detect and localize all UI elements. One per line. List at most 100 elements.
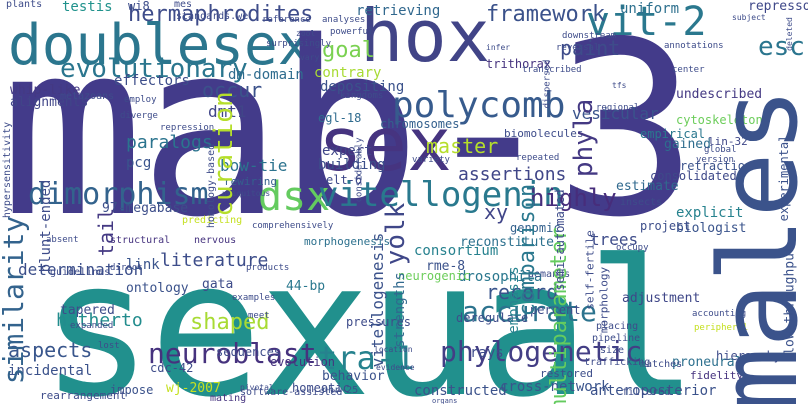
word-placing: placing <box>596 321 639 332</box>
word-variety: variety <box>412 155 450 165</box>
word-nhr-25: nhr-25 <box>322 385 359 396</box>
word-l1n-32: lin-32 <box>708 135 748 148</box>
word-morphogenesis: morphogenesis <box>304 235 391 248</box>
word-testis: testis <box>62 0 113 15</box>
word-shaped: shaped <box>190 310 270 335</box>
word-tapered: tapered <box>60 303 115 318</box>
word-location: location <box>374 345 413 354</box>
word-predicting: predicting <box>182 215 243 226</box>
word-center: center <box>672 65 705 75</box>
word-annotations: annotations <box>664 41 724 51</box>
word-rearrangement: rearrangement <box>40 389 127 402</box>
word-evidence: evidence <box>376 363 415 372</box>
word-proneural: proneural <box>672 355 743 370</box>
word-absent: absent <box>46 235 79 245</box>
word-behavior: behavior <box>322 369 385 384</box>
word-demands: demands <box>528 269 571 280</box>
word-alignments: alignments <box>10 95 89 110</box>
word-contrary: contrary <box>314 65 382 81</box>
word-blunt-ended: blunt-ended <box>38 179 54 273</box>
word-impose: impose <box>110 383 154 397</box>
word-structural: structural <box>110 235 171 246</box>
word-tail: tail <box>94 207 118 257</box>
word-record: record <box>486 280 559 304</box>
word-assertions: assertions <box>458 164 567 185</box>
word-repression: repression <box>160 123 215 133</box>
word-dm-domain: dm-domain <box>228 67 304 83</box>
word-surprisingly: surprisingly <box>266 39 332 49</box>
word-ontology: ontology <box>126 281 189 296</box>
word-vary: vary <box>300 53 320 62</box>
word-cross-network: cross-network <box>500 379 610 395</box>
word-rays: rays <box>470 345 504 361</box>
word-powerful: powerful <box>330 27 374 37</box>
word-semi-automated: semi-automated <box>553 189 567 291</box>
word-homeotic: homeotic <box>292 381 350 395</box>
word-strengths: strengths <box>392 272 408 348</box>
word-dispersed: dispersed <box>542 59 553 109</box>
word-pivotal: pivotal <box>240 383 274 392</box>
word-hox: hox <box>360 0 491 78</box>
word-diverge: diverge <box>120 111 158 121</box>
word-undescribed: undescribed <box>676 87 763 102</box>
word-wi8: wi8 <box>128 0 150 13</box>
word-evolution: evolution <box>270 355 336 369</box>
word-hierarchy: hierarchy <box>716 349 782 363</box>
word-peripheral: peripheral <box>694 323 749 333</box>
word-analyses: analyses <box>322 15 366 25</box>
word-xy: xy <box>484 200 509 224</box>
word-drosophila: drosophila <box>458 269 543 285</box>
word-determination: determination <box>18 260 144 279</box>
word-doublesex: doublesex <box>8 13 312 78</box>
word-adjustment: adjustment <box>622 291 701 306</box>
word-pipeline: pipeline <box>592 333 641 344</box>
word-retraction: retraction <box>680 159 753 173</box>
word-gained: gained <box>664 137 711 152</box>
word-trees: trees <box>590 230 639 249</box>
word-tfs: tfs <box>612 81 627 90</box>
word-neurogenic: neurogenic <box>398 269 471 283</box>
word-explicit: explicit <box>676 205 744 221</box>
word-esc: esc <box>758 32 805 62</box>
word-paralogs: paralogs <box>126 132 213 153</box>
word-gata: gata <box>202 277 234 292</box>
word-hitherto: hitherto <box>56 310 143 331</box>
word-products: products <box>246 263 290 273</box>
word-accounting: accounting <box>692 309 747 319</box>
word-vitellogenin: vitellogenin <box>318 175 564 215</box>
word-pressures: pressures <box>346 315 412 329</box>
word-expert: expert <box>322 143 373 159</box>
word-bow-tie: bow-tie <box>220 156 288 175</box>
word-biologist: biologist <box>676 221 747 236</box>
word-framework: framework <box>486 2 606 27</box>
word-incidental: incidental <box>8 363 93 379</box>
word-reference: reference <box>262 15 311 25</box>
word-empirical: empirical <box>640 127 706 141</box>
word-plants: plants <box>6 0 43 10</box>
word-effectors: effectors <box>114 73 190 89</box>
word-reconstitute: reconstitute <box>460 235 554 250</box>
word-deleted: deleted <box>785 17 794 51</box>
word-cytoskeleton: cytoskeleton <box>676 113 763 127</box>
word-similarity: similarity <box>0 215 30 385</box>
word-depositing: depositing <box>320 79 405 95</box>
word-examples: examples <box>232 293 276 303</box>
word-deregulate: deregulate <box>456 311 529 325</box>
word-direct: direct <box>110 263 143 273</box>
word-literature: literature <box>160 250 269 271</box>
word-sexual: sexual <box>40 220 699 404</box>
word-consortium: consortium <box>414 243 499 259</box>
word-occur: occur <box>202 78 263 102</box>
word-mab-3: mab-3 <box>0 0 698 270</box>
word-sex: sex <box>318 102 452 188</box>
word-sequences: sequences <box>216 345 282 359</box>
word-estimate: estimate <box>616 179 679 194</box>
word-experimental: experimental <box>777 134 791 222</box>
word-emphasis: emphasis <box>506 266 522 334</box>
word-size: size <box>600 345 625 356</box>
word-cdc-42: cdc-42 <box>150 361 194 375</box>
word-meet: meet <box>248 311 270 321</box>
word-goal: goal <box>322 38 375 63</box>
word-dimorphism: dimorphism <box>28 177 209 212</box>
